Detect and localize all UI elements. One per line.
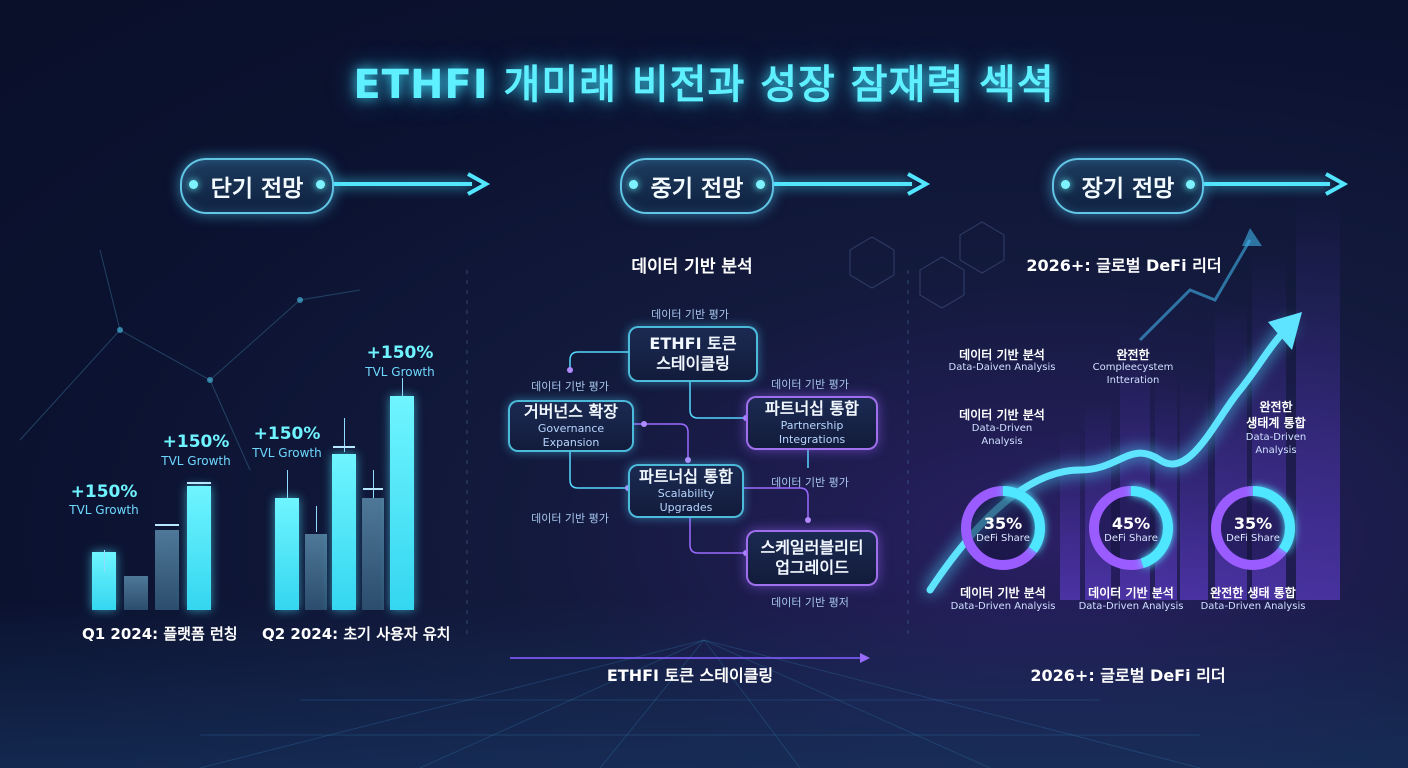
phase-mid-term: 중기 전망 (620, 158, 774, 214)
long-term-heading: 2026+: 글로벌 DeFi 리더 (1026, 256, 1222, 275)
phase-dot (756, 180, 765, 189)
bar (362, 498, 384, 610)
whisker (316, 506, 317, 532)
phase-dot (316, 180, 325, 189)
annotation-sub: TVL Growth (161, 454, 231, 468)
donut-label-2: 45% DeFi Share (1104, 514, 1158, 544)
donut-share-arc (961, 486, 1045, 570)
annotation-sub: TVL Growth (252, 446, 322, 460)
annotation-pct: +150% (70, 482, 138, 502)
node-upgrade: 스케일러블리티 업그레이드 (746, 530, 878, 586)
bar (332, 454, 356, 610)
donut-caption-title: 데이터 기반 분석 (960, 586, 1046, 600)
label-a-sub: Data-Daiven Analysis (948, 362, 1056, 373)
node-title: 스케일러블리티 (760, 538, 864, 557)
eval-label: 데이터 기반 평가 (531, 512, 609, 525)
label-d-sub1: Data-Driven (1245, 432, 1307, 443)
phase-long-term: 장기 전망 (1052, 158, 1204, 214)
phase-dot (1061, 180, 1070, 189)
eval-label: 데이터 기반 평가 (651, 308, 729, 321)
annotation-pct: +150% (366, 343, 434, 363)
whisker (187, 482, 211, 484)
bar (124, 576, 148, 610)
node-title: 거버넌스 확장 (524, 402, 618, 421)
node-title: ETHFI 토큰 (649, 334, 737, 353)
page-title: ETHFI 개미래 비전과 성장 잠재력 섹셕 (353, 62, 1055, 108)
donut-share-arc (1211, 486, 1295, 570)
eval-label: 데이터 기반 평저 (771, 596, 849, 609)
donut-caption-sub: Data-Driven Analysis (950, 601, 1056, 612)
whisker (287, 470, 288, 498)
whisker (333, 446, 355, 448)
mid-term-footer: ETHFI 토큰 스테이클링 (606, 666, 774, 685)
label-d-title2: 생태계 통합 (1246, 416, 1306, 430)
donut-pct: 45% (1111, 514, 1151, 533)
annotation-sub: TVL Growth (69, 503, 139, 517)
bar (390, 396, 414, 610)
phase-label: 단기 전망 (210, 176, 304, 202)
whisker (373, 470, 374, 498)
donut-sub: DeFi Share (1104, 533, 1158, 544)
label-a-title: 데이터 기반 분석 (959, 348, 1045, 362)
donut-label-1: 35% DeFi Share (976, 514, 1030, 544)
node-subtitle: Scalability Upgrades (657, 487, 715, 514)
label-c-sub1: Data-Driven (971, 423, 1033, 434)
label-c-title: 데이터 기반 분석 (959, 408, 1045, 422)
phase-dot (1186, 180, 1195, 189)
node-subtitle: Partnership Integrations (778, 419, 846, 446)
annotation-pct: +150% (253, 424, 321, 444)
chart-caption: Q2 2024: 초기 사용자 유치 (262, 625, 451, 643)
node-title: 파트너십 통합 (765, 399, 859, 418)
long-term-footer: 2026+: 글로벌 DeFi 리더 (1030, 666, 1226, 685)
timeline-connector (330, 172, 1349, 196)
phase-short-term: 단기 전망 (180, 158, 334, 214)
eval-label: 데이터 기반 평가 (771, 378, 849, 391)
whisker (402, 378, 403, 396)
annotation-pct: +150% (162, 432, 230, 452)
chart-caption: Q1 2024: 플랫폼 런칭 (82, 625, 238, 643)
label-b-title: 완전한 (1116, 348, 1150, 362)
node-governance: 거버넌스 확장 Governance Expansion (508, 400, 634, 452)
donut-caption-title: 완전한 생태 통합 (1210, 586, 1296, 600)
phase-dot (629, 180, 638, 189)
whisker (155, 524, 179, 526)
donut-sub: DeFi Share (1226, 533, 1280, 544)
bar (275, 498, 299, 610)
donut-share-arc (1089, 486, 1173, 570)
node-subtitle: Governance Expansion (537, 422, 605, 449)
label-d-sub2: Analysis (1255, 445, 1297, 456)
node-partnership: 파트너십 통합 Partnership Integrations (746, 396, 878, 450)
mid-term-heading: 데이터 기반 분석 (631, 257, 753, 277)
label-d-title1: 완전한 (1259, 400, 1293, 414)
label-c-sub2: Analysis (981, 436, 1023, 447)
donut-caption-sub: Data-Driven Analysis (1200, 601, 1306, 612)
eval-label: 데이터 기반 평가 (531, 380, 609, 393)
whisker (363, 488, 383, 490)
bar (155, 530, 179, 610)
node-title-2: 스테이클링 (656, 354, 730, 373)
whisker (344, 418, 345, 452)
phase-label: 중기 전망 (650, 176, 744, 202)
label-b-sub2: Intteration (1106, 375, 1160, 386)
node-staking: ETHFI 토큰 스테이클링 (628, 326, 758, 382)
node-scalability: 파트너십 통합 Scalability Upgrades (628, 464, 744, 518)
donut-sub: DeFi Share (976, 533, 1030, 544)
whisker (104, 550, 105, 572)
donut-pct: 35% (983, 514, 1023, 533)
donut-pct: 35% (1233, 514, 1273, 533)
annotation-sub: TVL Growth (365, 365, 435, 379)
node-title: 파트너십 통합 (639, 467, 733, 486)
donut-label-3: 35% DeFi Share (1226, 514, 1280, 544)
donut-caption-title: 데이터 기반 분석 (1088, 586, 1174, 600)
eval-label: 데이터 기반 평가 (771, 476, 849, 489)
bar (305, 534, 327, 610)
node-title-2: 업그레이드 (775, 558, 849, 577)
bar (187, 486, 211, 610)
phase-label: 장기 전망 (1081, 176, 1175, 202)
phase-dot (189, 180, 198, 189)
donut-caption-sub: Data-Driven Analysis (1078, 601, 1184, 612)
label-b-sub1: Compleecystem (1092, 362, 1174, 373)
